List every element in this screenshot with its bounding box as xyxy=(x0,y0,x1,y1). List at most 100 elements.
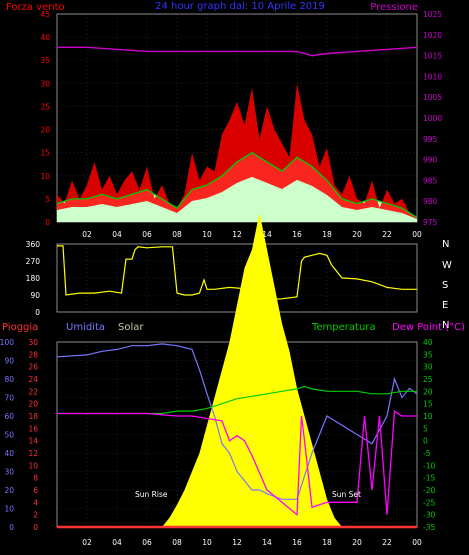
gust-area xyxy=(57,83,417,222)
avg-wind-area-top xyxy=(57,176,417,222)
p2-ytick-360: 360 xyxy=(26,240,41,249)
ylabel-forza-vento: Forza vento xyxy=(6,2,65,13)
p1-xtick-04: 04 xyxy=(112,230,122,239)
p3-ytick-hum-22: 22 xyxy=(28,387,38,396)
p3-xtick-04: 04 xyxy=(112,538,122,547)
p3-ytick-rain-100: 100 xyxy=(0,338,14,347)
p3-ytick-rain-10: 10 xyxy=(4,505,14,514)
p1-ytick-right-990: 990 xyxy=(423,156,438,165)
p1-ytick-right-1025: 1025 xyxy=(423,10,442,19)
p3-ytick-hum-4: 4 xyxy=(33,498,38,507)
p3-ytick-temp-30: 30 xyxy=(423,363,433,372)
p3-ytick-temp-20: 20 xyxy=(423,387,433,396)
dir-label-e: E xyxy=(442,300,448,311)
p1-xtick-06: 06 xyxy=(142,230,152,239)
p3-ytick-temp-15: 15 xyxy=(423,400,433,409)
p1-xtick-10: 10 xyxy=(202,230,212,239)
humidity-line xyxy=(56,343,418,500)
p1-ytick-right-1005: 1005 xyxy=(423,93,442,102)
p3-ytick-rain-30: 30 xyxy=(4,468,14,477)
p2-ytick-90: 90 xyxy=(30,291,40,300)
dew-point-line xyxy=(57,409,417,517)
p1-ytick-left-40: 40 xyxy=(40,33,50,42)
ylabel-pressione: Pressione xyxy=(370,2,418,13)
p3-xtick-12: 12 xyxy=(232,538,242,547)
p3-ytick-hum-2: 2 xyxy=(33,511,38,520)
p1-xtick-18: 18 xyxy=(322,230,332,239)
wind-direction-panel: 0 90 180 270 360 xyxy=(26,240,418,317)
p3-ytick-temp--35: -35 xyxy=(423,523,435,532)
p1-xtick-12: 12 xyxy=(232,230,242,239)
p3-xtick-16: 16 xyxy=(292,538,302,547)
p3-ytick-rain-40: 40 xyxy=(4,449,14,458)
p1-xtick-14: 14 xyxy=(262,230,272,239)
p1-ytick-right-1000: 1000 xyxy=(423,114,442,123)
p3-ytick-hum-10: 10 xyxy=(28,461,38,470)
p1-ytick-left-45: 45 xyxy=(40,10,50,19)
p3-ytick-rain-90: 90 xyxy=(4,357,14,366)
title: 24 hour graph dal: 10 Aprile 2019 xyxy=(155,1,325,12)
p3-ytick-hum-28: 28 xyxy=(28,350,38,359)
p3-ytick-temp--25: -25 xyxy=(423,498,435,507)
p3-xtick-06: 06 xyxy=(142,538,152,547)
p3-ytick-temp--5: -5 xyxy=(423,449,431,458)
p3-ytick-hum-24: 24 xyxy=(28,375,38,384)
wind-pressure-panel: 0510152025303540459759809859909951000100… xyxy=(40,10,442,239)
p1-ytick-left-5: 5 xyxy=(45,195,50,204)
p3-ytick-temp-10: 10 xyxy=(423,412,433,421)
p1-ytick-right-1015: 1015 xyxy=(423,52,442,61)
p3-ytick-temp-5: 5 xyxy=(423,424,428,433)
p3-ytick-hum-14: 14 xyxy=(28,437,38,446)
p3-ytick-hum-6: 6 xyxy=(33,486,38,495)
ylabel-dew-point: Dew Point (°C) xyxy=(392,322,465,333)
p3-ytick-temp-35: 35 xyxy=(423,350,433,359)
p3-ytick-hum-0: 0 xyxy=(33,523,38,532)
p3-xtick-08: 08 xyxy=(172,538,182,547)
p3-xtick-02: 02 xyxy=(82,538,92,547)
p3-ytick-hum-26: 26 xyxy=(28,363,38,372)
p1-xtick-16: 16 xyxy=(292,230,302,239)
p1-xtick-02: 02 xyxy=(82,230,92,239)
p1-ytick-right-980: 980 xyxy=(423,197,438,206)
p3-ytick-rain-50: 50 xyxy=(4,431,14,440)
p1-ytick-right-1010: 1010 xyxy=(423,72,442,81)
p1-ytick-right-1020: 1020 xyxy=(423,31,442,40)
p1-xtick-00: 00 xyxy=(412,230,422,239)
ylabel-umidita: Umidita xyxy=(66,322,105,333)
axis-labels: 24 hour graph dal: 10 Aprile 2019 Forza … xyxy=(2,1,465,499)
p3-ytick-hum-8: 8 xyxy=(33,474,38,483)
p3-ytick-temp-25: 25 xyxy=(423,375,433,384)
ylabel-temperatura: Temperatura xyxy=(311,322,376,333)
p3-ytick-hum-20: 20 xyxy=(28,400,38,409)
p3-xtick-14: 14 xyxy=(262,538,272,547)
p1-ytick-right-995: 995 xyxy=(423,135,438,144)
p3-ytick-hum-30: 30 xyxy=(28,338,38,347)
p3-ytick-temp--20: -20 xyxy=(423,486,435,495)
p1-xtick-08: 08 xyxy=(172,230,182,239)
p3-xtick-00: 00 xyxy=(412,538,422,547)
temperature-line xyxy=(57,385,417,415)
ylabel-solar: Solar xyxy=(118,322,144,333)
pressure-line xyxy=(57,46,418,57)
p3-ytick-temp-40: 40 xyxy=(423,338,433,347)
p3-ytick-rain-70: 70 xyxy=(4,394,14,403)
p1-xtick-22: 22 xyxy=(382,230,392,239)
p2-ytick-0: 0 xyxy=(35,308,40,317)
wind-direction-line xyxy=(57,245,417,306)
dir-label-s: S xyxy=(442,280,448,291)
p3-ytick-rain-0: 0 xyxy=(9,523,14,532)
ylabel-pioggia: Pioggia xyxy=(2,322,38,333)
p1-ytick-left-20: 20 xyxy=(40,126,50,135)
annotation-sun-rise: Sun Rise xyxy=(135,490,168,499)
p3-ytick-rain-20: 20 xyxy=(4,486,14,495)
dir-label-n2: N xyxy=(442,320,449,331)
p1-ytick-left-10: 10 xyxy=(40,172,50,181)
p3-ytick-rain-80: 80 xyxy=(4,375,14,384)
p3-ytick-hum-12: 12 xyxy=(28,449,38,458)
p3-ytick-temp-0: 0 xyxy=(423,437,428,446)
p3-xtick-20: 20 xyxy=(352,538,362,547)
p3-ytick-hum-18: 18 xyxy=(28,412,38,421)
p3-ytick-rain-60: 60 xyxy=(4,412,14,421)
p2-ytick-270: 270 xyxy=(26,257,41,266)
p3-ytick-temp--30: -30 xyxy=(423,511,435,520)
